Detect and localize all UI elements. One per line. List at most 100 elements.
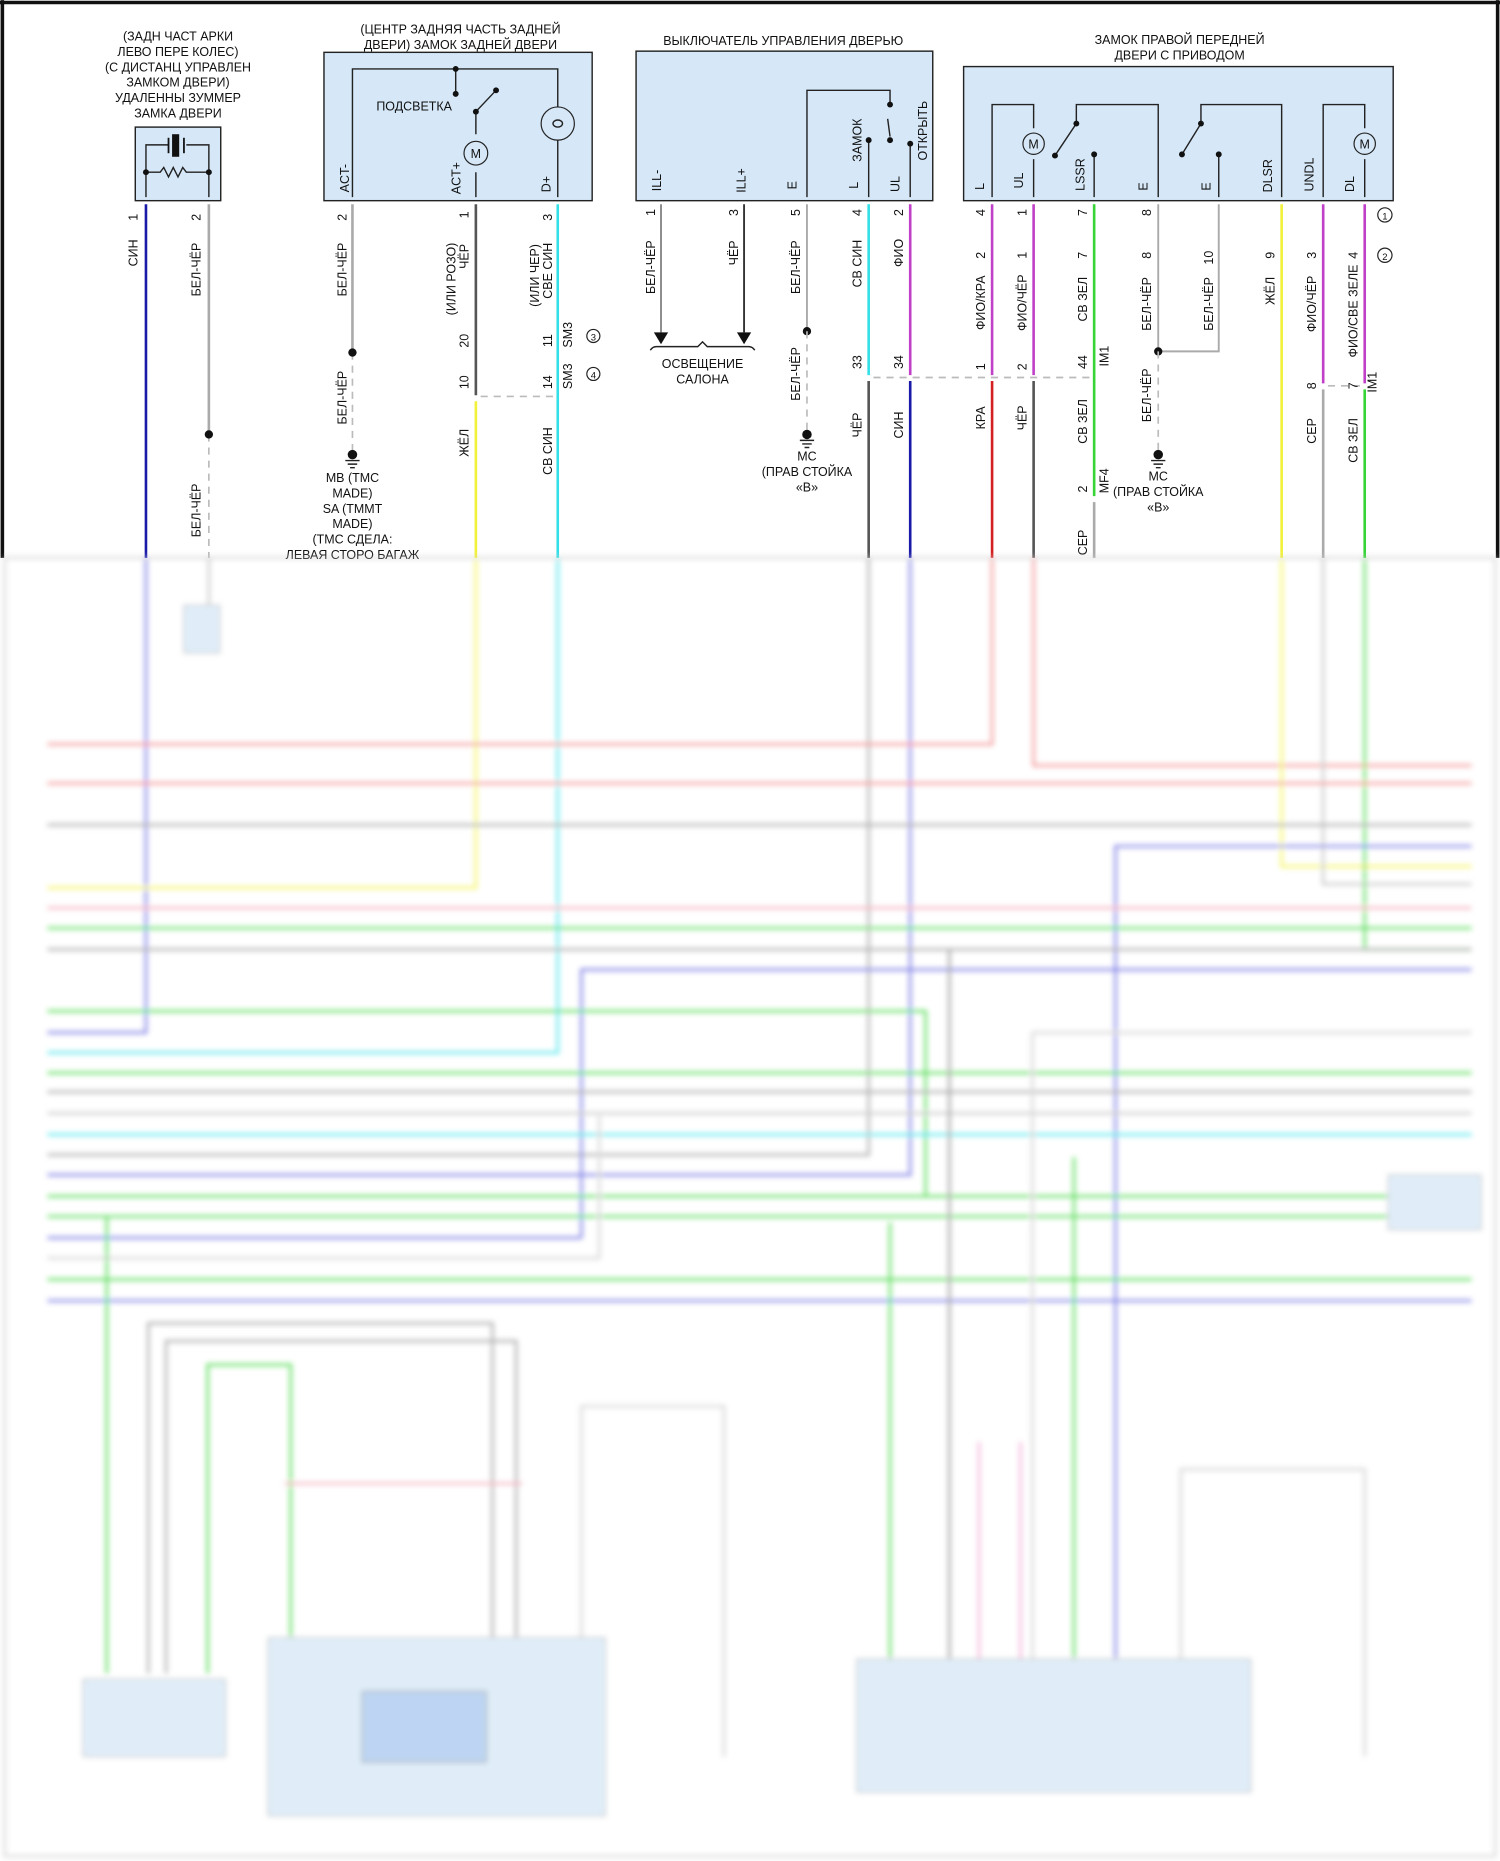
wire-color-label: СЕР <box>1076 530 1090 556</box>
pin-number: 7 <box>1076 252 1090 259</box>
motor-label: M <box>471 147 481 161</box>
ground-label: ЛЕВАЯ СТОРО БАГАЖ <box>286 548 420 562</box>
switch-position-label: ЗАМОК <box>851 118 865 162</box>
terminal-label: ILL- <box>650 170 664 191</box>
connector-pin: 2 <box>1016 363 1030 370</box>
motor-icon <box>1022 132 1045 155</box>
motor-icon <box>463 140 489 166</box>
connector-pin: 7 <box>1347 382 1361 389</box>
terminal-label: ACT+ <box>449 162 463 194</box>
wire-color-label: ФИО/ЧЁР <box>1305 276 1319 332</box>
pin-number: 1 <box>127 214 141 221</box>
connector-pin: 33 <box>851 355 865 369</box>
rear-lock-title: ДВЕРИ) ЗАМОК ЗАДНЕЙ ДВЕРИ <box>364 37 557 52</box>
pin-number: 9 <box>1264 252 1278 259</box>
connector-pin: 44 <box>1076 355 1090 369</box>
wire-color-label: БЕЛ-ЧЁР <box>336 243 350 297</box>
buzzer-title: (С ДИСТАНЦ УПРАВЛЕН <box>105 60 251 74</box>
connector-pin: 20 <box>458 334 472 348</box>
ground-label: MADE) <box>332 486 372 500</box>
pin-number: 8 <box>1140 252 1154 259</box>
wire-color-label: СВ СИН <box>851 240 865 288</box>
connector-name: MF4 <box>1097 468 1111 493</box>
terminal-label: UL <box>1012 172 1026 188</box>
wire-color-label: СВ ЗЕЛ <box>1076 399 1090 444</box>
terminal-label: E <box>785 181 799 189</box>
door-lock-buzzer: (ЗАДН ЧАСТ АРКИ ЛЕВО ПЕРЕ КОЛЕС) (С ДИСТ… <box>105 29 251 558</box>
front-lock-title: ДВЕРИ С ПРИВОДОМ <box>1114 48 1244 62</box>
wire-color-label: БЕЛ-ЧЁР <box>1140 277 1154 331</box>
ground-label: «В» <box>796 480 818 494</box>
wire-color-label: СИН <box>892 411 906 438</box>
buzzer-title: ЗАМКА ДВЕРИ <box>134 107 222 121</box>
pin-number: 2 <box>974 252 988 259</box>
wire-color-label: БЕЛ-ЧЁР <box>190 484 204 538</box>
wire-color-label: БЕЛ-ЧЁР <box>789 240 803 294</box>
wire-color-label: КРА <box>974 406 988 430</box>
front-right-door-lock: ЗАМОК ПРАВОЙ ПЕРЕДНЕЙ ДВЕРИ С ПРИВОДОМ M… <box>962 32 1394 558</box>
ground-label: (ПРАВ СТОЙКА <box>1113 484 1204 499</box>
pin-number: 2 <box>336 214 350 221</box>
wire-color-label: ФИО/СВЕ ЗЕЛЕ <box>1347 265 1361 358</box>
marker-number: 3 <box>591 333 596 344</box>
wire-color-label: БЕЛ-ЧЁР <box>1140 368 1154 422</box>
wire-color-label: СВЕ СИН <box>541 243 555 299</box>
buzzer-title: УДАЛЕННЫ ЗУММЕР <box>115 91 241 105</box>
pin-number: 5 <box>789 209 803 216</box>
wire-color-label: БЕЛ-ЧЁР <box>644 240 658 294</box>
terminal-label: E <box>1137 182 1151 190</box>
connector-pin: 11 <box>541 334 555 347</box>
blurred-lower-diagram <box>3 556 1497 1858</box>
ground-label: (ПРАВ СТОЙКА <box>762 464 853 479</box>
wire-color-label: ЖЁЛ <box>458 429 472 457</box>
pin-number: 8 <box>1140 209 1154 216</box>
connector-pin: 34 <box>892 355 906 369</box>
motor-icon <box>1353 132 1376 155</box>
backlight-label: ПОДСВЕТКА <box>376 99 452 113</box>
pin-number: 10 <box>1202 251 1216 265</box>
pin-number: 3 <box>541 214 555 221</box>
arrow-icon <box>736 332 752 345</box>
terminal-label: DLSR <box>1261 159 1275 192</box>
wire-color-label: БЕЛ-ЧЁР <box>789 347 803 401</box>
pin-number: 7 <box>1076 209 1090 216</box>
buzzer-title: ЛЕВО ПЕРЕ КОЛЕС) <box>117 45 238 59</box>
wire-color-label: БЕЛ-ЧЁР <box>1202 277 1216 331</box>
motor-label: M <box>1360 137 1370 151</box>
front-lock-title: ЗАМОК ПРАВОЙ ПЕРЕДНЕЙ <box>1095 32 1265 47</box>
ground-icon <box>1153 449 1163 460</box>
pin-number: 1 <box>458 211 472 218</box>
rear-door-lock: (ЦЕНТР ЗАДНЯЯ ЧАСТЬ ЗАДНЕЙ ДВЕРИ) ЗАМОК … <box>286 21 601 562</box>
terminal-label: DL <box>1343 176 1357 192</box>
pin-number: 2 <box>892 209 906 216</box>
lighting-label: ОСВЕЩЕНИЕ <box>662 357 744 371</box>
wire-color-label: СВ ЗЕЛ <box>1076 277 1090 322</box>
terminal-label: ACT- <box>338 164 352 192</box>
brace <box>649 340 756 351</box>
wire-color-label: СЕР <box>1305 418 1319 444</box>
wire-color-label: БЕЛ-ЧЁР <box>336 371 350 425</box>
wire-color-label: ФИО/ЧЁР <box>1016 274 1030 330</box>
lighting-label: САЛОНА <box>676 372 729 386</box>
connector-pin: 2 <box>1076 486 1090 493</box>
switch-position-label: ОТКРЫТЬ <box>916 101 930 161</box>
pin-number: 4 <box>851 209 865 216</box>
ground-label: (TMC СДЕЛА: <box>312 533 392 547</box>
arrow-icon <box>653 332 669 345</box>
connector-name: IM1 <box>1097 346 1111 367</box>
marker-number: 1 <box>1382 212 1387 223</box>
wire-color-label: СИН <box>127 239 141 266</box>
ground-icon <box>347 449 358 460</box>
wire-color-label: БЕЛ-ЧЁР <box>190 243 204 297</box>
wire-color-label: ФИО <box>892 239 906 267</box>
pin-number: 4 <box>974 209 988 216</box>
ground-label: MB (TMC <box>326 471 379 485</box>
connector-pin: 8 <box>1305 382 1319 389</box>
connector-pin: 1 <box>974 363 988 370</box>
wire-color-label: ЧЁР <box>1016 405 1030 430</box>
buzzer-title: ЗАМКОМ ДВЕРИ) <box>126 76 229 90</box>
wire-color-label: ЧЁР <box>458 244 472 269</box>
marker-number: 2 <box>1382 252 1387 263</box>
connector-name: SM3 <box>561 322 575 348</box>
wire-color-label: СВ ЗЕЛ <box>1347 418 1361 463</box>
